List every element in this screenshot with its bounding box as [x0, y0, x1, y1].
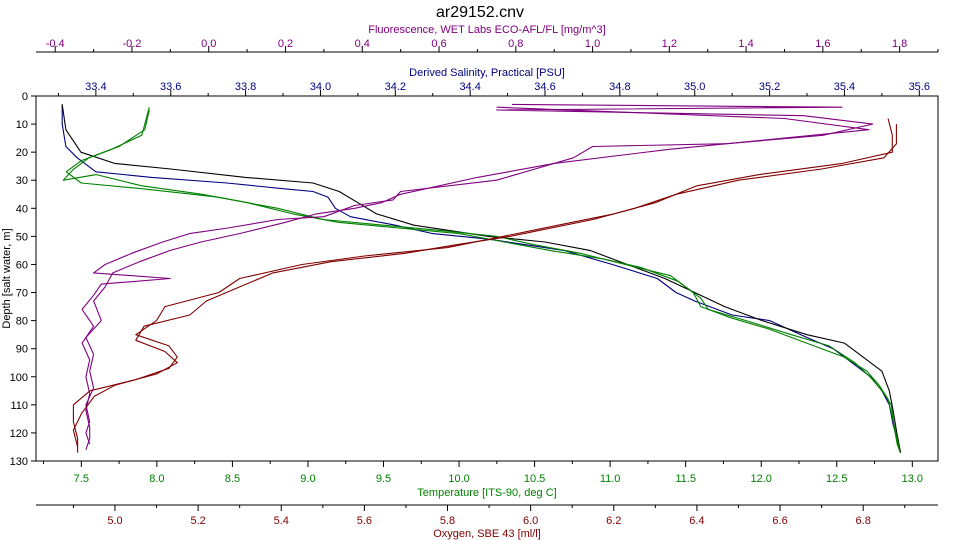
y-tick-label: 130 — [10, 456, 28, 468]
x-tick-label-oxy: 6.0 — [523, 515, 538, 527]
x-tick-label-fluor: -0.2 — [122, 38, 141, 50]
series-line-fluor-5 — [85, 106, 870, 445]
x-tick-label-sal: 35.4 — [834, 81, 855, 93]
series-line-oxy-6 — [72, 118, 893, 453]
x-tick-label-temp: 11.5 — [675, 473, 696, 485]
x-tick-label-fluor: 0.8 — [508, 38, 523, 50]
x-tick-label-fluor: 1.0 — [585, 38, 600, 50]
y-tick-label: 120 — [10, 428, 28, 440]
x-tick-label-sal: 35.2 — [759, 81, 780, 93]
x-tick-label-temp: 9.0 — [300, 473, 315, 485]
x-axis-title-sal: Derived Salinity, Practical [PSU] — [409, 67, 565, 79]
x-tick-label-sal: 34.6 — [534, 81, 555, 93]
series-line-temp-2 — [62, 109, 901, 453]
x-tick-label-oxy: 6.2 — [606, 515, 621, 527]
x-tick-label-fluor: 0.2 — [278, 38, 293, 50]
y-tick-label: 40 — [16, 203, 28, 215]
x-axis-title-oxy: Oxygen, SBE 43 [ml/l] — [433, 528, 541, 540]
x-tick-label-sal: 33.8 — [235, 81, 256, 93]
x-tick-label-temp: 12.5 — [826, 473, 847, 485]
x-tick-label-temp: 13.0 — [902, 473, 923, 485]
x-tick-label-fluor: 0.6 — [431, 38, 446, 50]
series-line-temp-3 — [65, 107, 901, 453]
x-tick-label-temp: 9.5 — [376, 473, 391, 485]
x-tick-label-temp: 11.0 — [600, 473, 621, 485]
x-tick-label-fluor: 0.0 — [201, 38, 216, 50]
chart-title: ar29152.cnv — [436, 4, 524, 21]
x-tick-label-sal: 35.0 — [684, 81, 705, 93]
x-tick-label-temp: 7.5 — [74, 473, 89, 485]
y-tick-label: 20 — [16, 147, 28, 159]
y-tick-label: 70 — [16, 288, 28, 300]
x-tick-label-oxy: 5.8 — [440, 515, 455, 527]
x-tick-label-fluor: 1.2 — [662, 38, 677, 50]
x-tick-label-sal: 35.6 — [909, 81, 930, 93]
y-axis-title: Depth [salt water, m] — [1, 228, 13, 328]
x-tick-label-fluor: -0.4 — [46, 38, 65, 50]
x-tick-label-sal: 34.8 — [609, 81, 630, 93]
x-tick-label-fluor: 1.4 — [738, 38, 753, 50]
y-tick-label: 30 — [16, 175, 28, 187]
x-tick-label-temp: 8.0 — [149, 473, 164, 485]
series-layer — [61, 103, 902, 453]
y-tick-label: 80 — [16, 316, 28, 328]
plot-frame — [35, 95, 939, 462]
x-tick-label-temp: 10.0 — [448, 473, 469, 485]
x-tick-label-oxy: 6.6 — [772, 515, 787, 527]
x-tick-label-oxy: 5.2 — [190, 515, 205, 527]
x-tick-label-oxy: 6.8 — [856, 515, 871, 527]
series-line-sal-0 — [61, 104, 902, 453]
x-tick-label-sal: 34.0 — [310, 81, 331, 93]
x-tick-label-fluor: 1.6 — [815, 38, 830, 50]
x-tick-label-oxy: 6.4 — [689, 515, 704, 527]
x-tick-label-temp: 10.5 — [524, 473, 545, 485]
x-tick-label-sal: 34.4 — [459, 81, 480, 93]
x-tick-label-sal: 33.6 — [160, 81, 181, 93]
y-tick-label: 90 — [16, 344, 28, 356]
x-tick-label-temp: 12.0 — [751, 473, 772, 485]
axes-layer: 0 10 20 30 40 50 60 70 80 90 100 110 120 130 Depth [sa… — [1, 24, 939, 540]
y-tick-label: 10 — [16, 119, 28, 131]
x-tick-label-fluor: 0.4 — [355, 38, 370, 50]
series-line-oxy-7 — [72, 124, 897, 448]
x-tick-label-temp: 8.5 — [225, 473, 240, 485]
y-tick-label: 0 — [22, 91, 28, 103]
series-line-fluor-4 — [81, 103, 874, 450]
x-tick-label-sal: 34.2 — [385, 81, 406, 93]
y-tick-label: 50 — [16, 231, 28, 243]
y-tick-label: 110 — [10, 400, 28, 412]
x-tick-label-oxy: 5.0 — [107, 515, 122, 527]
x-tick-label-oxy: 5.4 — [274, 515, 289, 527]
x-tick-label-sal: 33.4 — [85, 81, 106, 93]
y-tick-label: 60 — [16, 259, 28, 271]
x-tick-label-oxy: 5.6 — [357, 515, 372, 527]
x-tick-label-fluor: 1.8 — [892, 38, 907, 50]
series-line-sal-1 — [61, 104, 902, 453]
x-axis-title-fluor: Fluorescence, WET Labs ECO-AFL/FL [mg/m^… — [368, 24, 605, 36]
y-tick-label: 100 — [10, 372, 28, 384]
x-axis-title-temp: Temperature [ITS-90, deg C] — [417, 487, 556, 499]
